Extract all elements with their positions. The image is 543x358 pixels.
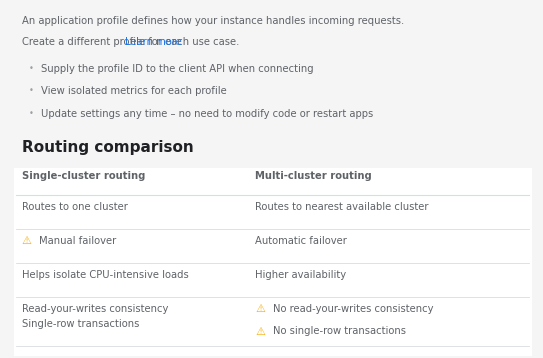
Text: Update settings any time – no need to modify code or restart apps: Update settings any time – no need to mo… — [41, 109, 373, 119]
Text: Multi-cluster routing: Multi-cluster routing — [255, 171, 372, 181]
Text: Supply the profile ID to the client API when connecting: Supply the profile ID to the client API … — [41, 64, 313, 74]
Text: •: • — [29, 109, 34, 118]
Text: Routes to one cluster: Routes to one cluster — [22, 202, 128, 212]
Text: •: • — [29, 64, 34, 73]
Text: Manual failover: Manual failover — [39, 236, 116, 246]
Text: No single-row transactions: No single-row transactions — [273, 326, 406, 337]
Text: •: • — [29, 86, 34, 95]
Text: Routes to nearest available cluster: Routes to nearest available cluster — [255, 202, 429, 212]
Text: Automatic failover: Automatic failover — [255, 236, 347, 246]
Text: Helps isolate CPU-intensive loads: Helps isolate CPU-intensive loads — [22, 270, 188, 280]
Text: Create a different profile for each use case.: Create a different profile for each use … — [22, 37, 242, 47]
Text: ⚠: ⚠ — [255, 326, 265, 337]
Text: An application profile defines how your instance handles incoming requests.: An application profile defines how your … — [22, 16, 404, 26]
Text: View isolated metrics for each profile: View isolated metrics for each profile — [41, 86, 226, 96]
Text: Routing comparison: Routing comparison — [22, 140, 193, 155]
Text: Read-your-writes consistency
Single-row transactions: Read-your-writes consistency Single-row … — [22, 304, 168, 329]
Text: No read-your-writes consistency: No read-your-writes consistency — [273, 304, 433, 314]
FancyBboxPatch shape — [14, 168, 532, 356]
Text: ⚠: ⚠ — [255, 304, 265, 314]
Text: Single-cluster routing: Single-cluster routing — [22, 171, 145, 181]
Text: ⚠: ⚠ — [22, 236, 31, 246]
Text: Learn more: Learn more — [125, 37, 182, 47]
Text: Higher availability: Higher availability — [255, 270, 346, 280]
